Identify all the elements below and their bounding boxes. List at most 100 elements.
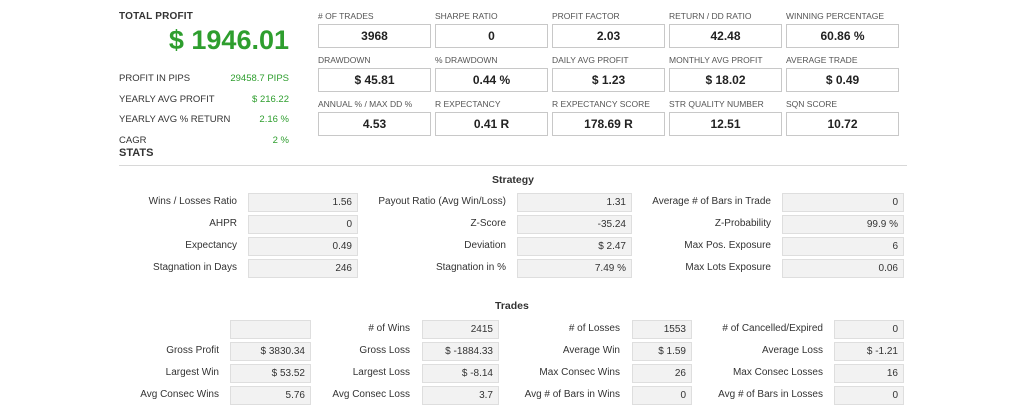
trades-label: Gross Profit: [166, 345, 219, 356]
trades-value: 26: [632, 364, 692, 383]
strategy-label: Wins / Losses Ratio: [148, 196, 237, 207]
metric-label: PROFIT FACTOR: [552, 11, 620, 21]
trades-value: 0: [834, 386, 904, 405]
profit-row-label: YEARLY AVG % RETURN: [119, 114, 231, 125]
strategy-label: Deviation: [464, 240, 506, 251]
metric-value: $ 1.23: [552, 68, 665, 92]
metric-card: SQN SCORE 10.72: [786, 99, 899, 143]
trades-value: $ -1884.33: [422, 342, 499, 361]
metric-card: R EXPECTANCY 0.41 R: [435, 99, 548, 143]
metric-value: 10.72: [786, 112, 899, 136]
total-profit-panel: TOTAL PROFIT $ 1946.01 PROFIT IN PIPS 29…: [119, 11, 289, 151]
metric-value: 0.41 R: [435, 112, 548, 136]
trades-label: # of Cancelled/Expired: [722, 323, 823, 334]
trades-value: 0: [632, 386, 692, 405]
profit-summary-list: PROFIT IN PIPS 29458.7 PIPS YEARLY AVG P…: [119, 69, 289, 151]
stats-heading: STATS: [119, 147, 154, 159]
strategy-section-title: Strategy: [492, 174, 535, 186]
trades-value: $ -1.21: [834, 342, 904, 361]
strategy-value: $ 2.47: [517, 237, 632, 256]
metric-label: SQN SCORE: [786, 99, 838, 109]
strategy-label: AHPR: [209, 218, 237, 229]
strategy-label: Stagnation in %: [435, 262, 506, 273]
strategy-value: 0: [248, 215, 358, 234]
metrics-panel: # OF TRADES 3968 SHARPE RATIO 0 PROFIT FACTO…: [318, 11, 902, 143]
profit-row-value: 2 %: [272, 134, 289, 146]
strategy-label: Max Pos. Exposure: [684, 240, 771, 251]
metric-card: # OF TRADES 3968: [318, 11, 431, 55]
trades-value: 3.7: [422, 386, 499, 405]
profit-row-label: YEARLY AVG PROFIT: [119, 93, 215, 105]
metric-label: WINNING PERCENTAGE: [786, 11, 885, 21]
profit-row-value: $ 216.22: [252, 93, 289, 105]
trades-label: Average Win: [562, 345, 620, 356]
metric-value: 12.51: [669, 112, 782, 136]
trades-value: $ 1.59: [632, 342, 692, 361]
metric-value: 60.86 %: [786, 24, 899, 48]
metric-value: $ 45.81: [318, 68, 431, 92]
metric-label: STR QUALITY NUMBER: [669, 99, 764, 109]
strategy-value: 7.49 %: [517, 259, 632, 278]
metric-label: # OF TRADES: [318, 11, 374, 21]
trades-label: Avg Consec Wins: [140, 389, 219, 400]
trades-label: Largest Loss: [352, 367, 410, 378]
profit-row-value: 2.16 %: [259, 114, 289, 125]
metric-label: DAILY AVG PROFIT: [552, 55, 629, 65]
metric-card: % DRAWDOWN 0.44 %: [435, 55, 548, 99]
metric-value: 4.53: [318, 112, 431, 136]
trades-value: $ 53.52: [230, 364, 311, 383]
strategy-value: 1.56: [248, 193, 358, 212]
strategy-value: 0: [782, 193, 904, 212]
trades-value: 16: [834, 364, 904, 383]
trades-section-title: Trades: [495, 300, 529, 312]
trades-value: 0: [834, 320, 904, 339]
profit-row-yearly-avg-profit: YEARLY AVG PROFIT $ 216.22: [119, 90, 289, 111]
metric-value: $ 0.49: [786, 68, 899, 92]
strategy-label: Payout Ratio (Avg Win/Loss): [378, 196, 506, 207]
metric-value: 3968: [318, 24, 431, 48]
profit-row-label: CAGR: [119, 134, 147, 146]
trades-label: Average Loss: [762, 345, 823, 356]
profit-row-label: PROFIT IN PIPS: [119, 73, 191, 84]
strategy-value: 0.49: [248, 237, 358, 256]
metric-value: 2.03: [552, 24, 665, 48]
metric-value: 0.44 %: [435, 68, 548, 92]
strategy-value: -35.24: [517, 215, 632, 234]
metric-card: WINNING PERCENTAGE 60.86 %: [786, 11, 899, 55]
strategy-value: 246: [248, 259, 358, 278]
profit-row-cagr: CAGR 2 %: [119, 131, 289, 152]
strategy-value: 1.31: [517, 193, 632, 212]
metric-card: DRAWDOWN $ 45.81: [318, 55, 431, 99]
trades-value: 1553: [632, 320, 692, 339]
metric-value: $ 18.02: [669, 68, 782, 92]
stats-divider: [119, 165, 907, 166]
metric-label: ANNUAL % / MAX DD %: [318, 99, 413, 109]
metric-card: SHARPE RATIO 0: [435, 11, 548, 55]
total-profit-value: $ 1946.01: [168, 25, 289, 55]
metric-label: DRAWDOWN: [318, 55, 371, 65]
trades-label: Avg Consec Loss: [332, 389, 410, 400]
trades-label: Max Consec Losses: [732, 367, 823, 378]
strategy-label: Max Lots Exposure: [685, 262, 771, 273]
metric-label: AVERAGE TRADE: [786, 55, 858, 65]
metric-label: SHARPE RATIO: [435, 11, 498, 21]
metric-card: STR QUALITY NUMBER 12.51: [669, 99, 782, 143]
strategy-label: Z-Score: [470, 218, 506, 229]
strategy-value: 0.06: [782, 259, 904, 278]
metric-card: AVERAGE TRADE $ 0.49: [786, 55, 899, 99]
metric-grid: # OF TRADES 3968 SHARPE RATIO 0 PROFIT FACTO…: [318, 11, 902, 143]
trades-label: Max Consec Wins: [539, 367, 620, 378]
strategy-label: Average # of Bars in Trade: [652, 196, 771, 207]
trades-value: 2415: [422, 320, 499, 339]
profit-row-pips: PROFIT IN PIPS 29458.7 PIPS: [119, 69, 289, 90]
trades-value: $ 3830.34: [230, 342, 311, 361]
strategy-value: 99.9 %: [782, 215, 904, 234]
metric-label: MONTHLY AVG PROFIT: [669, 55, 763, 65]
metric-card: RETURN / DD RATIO 42.48: [669, 11, 782, 55]
profit-row-yearly-avg-return: YEARLY AVG % RETURN 2.16 %: [119, 110, 289, 131]
metric-value: 178.69 R: [552, 112, 665, 136]
trades-value: [230, 320, 311, 339]
strategy-value: 6: [782, 237, 904, 256]
trades-value: 5.76: [230, 386, 311, 405]
strategy-label: Z-Probability: [714, 218, 771, 229]
